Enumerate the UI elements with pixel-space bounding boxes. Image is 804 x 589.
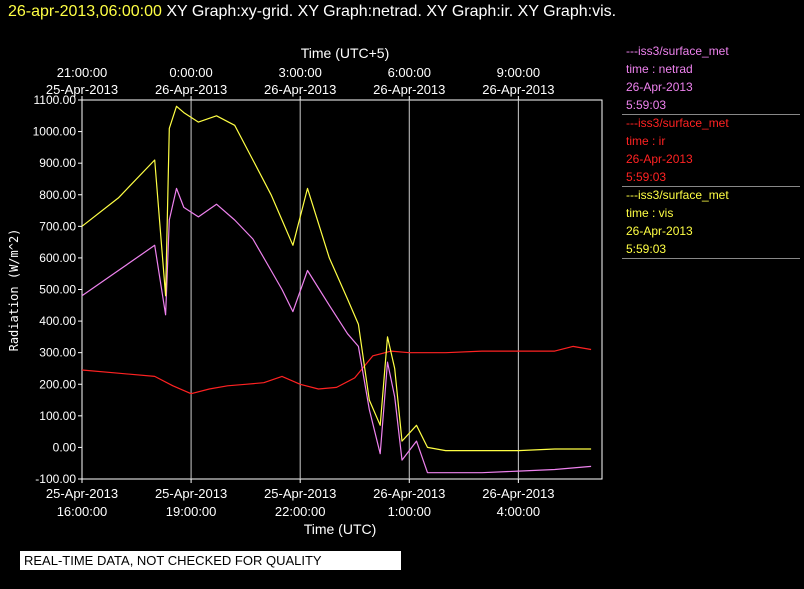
x-tick-label-time: 16:00:00 — [57, 504, 108, 519]
x-axis-label-bottom: Time (UTC) — [304, 521, 377, 537]
y-tick-label: 0.00 — [53, 440, 77, 454]
x-top-tick-label-date: 26-Apr-2013 — [264, 82, 336, 97]
plot-frame — [81, 99, 603, 480]
legend-line: ---iss3/surface_met — [626, 44, 729, 58]
grid-lines — [190, 100, 519, 479]
x-tick-label-time: 1:00:00 — [388, 504, 431, 519]
y-tick-label: 1000.00 — [33, 125, 77, 139]
header-graph-list: XY Graph:xy-grid. XY Graph:netrad. XY Gr… — [166, 3, 617, 20]
x-tick-label-time: 19:00:00 — [166, 504, 217, 519]
x-axis-top: 21:00:00 25-Apr-2013 0:00:00 26-Apr-2013 3:0… — [46, 65, 555, 100]
legend-time: 5:59:03 — [626, 98, 667, 112]
x-tick-label-date: 25-Apr-2013 — [264, 486, 336, 501]
legend-var: time : ir — [626, 134, 666, 148]
legend-date: 26-Apr-2013 — [626, 80, 693, 94]
legend-separator — [622, 114, 800, 115]
x-top-tick-label-date: 25-Apr-2013 — [46, 82, 118, 97]
legend-var: time : vis — [626, 206, 674, 220]
y-axis-label: Radiation (W/m^2) — [7, 229, 21, 352]
x-axis-bottom: 25-Apr-2013 16:00:00 25-Apr-2013 19:00:00 25… — [46, 479, 555, 519]
legend-separator — [622, 258, 800, 259]
series-layer — [81, 105, 592, 474]
y-tick-label: -100.00 — [35, 472, 76, 486]
legend-separator — [622, 186, 800, 187]
x-top-tick-label-time: 3:00:00 — [278, 65, 321, 80]
y-tick-label: 200.00 — [39, 377, 76, 391]
x-top-tick-label-date: 26-Apr-2013 — [482, 82, 554, 97]
legend-time: 5:59:03 — [626, 242, 667, 256]
y-tick-label: 500.00 — [39, 283, 76, 297]
y-tick-label: 100.00 — [39, 409, 76, 423]
x-tick-label-time: 22:00:00 — [275, 504, 326, 519]
x-tick-label-date: 25-Apr-2013 — [46, 486, 118, 501]
legend-date: 26-Apr-2013 — [626, 224, 693, 238]
y-tick-label: 900.00 — [39, 156, 76, 170]
legend-date: 26-Apr-2013 — [626, 152, 693, 166]
y-tick-label: 1100.00 — [34, 93, 77, 107]
header: 26-apr-2013,06:00:00 XY Graph:xy-grid. X… — [8, 3, 616, 21]
x-tick-label-date: 25-Apr-2013 — [155, 486, 227, 501]
legend-line: ---iss3/surface_met — [626, 188, 729, 202]
legend-time: 5:59:03 — [626, 170, 667, 184]
x-tick-label-date: 26-Apr-2013 — [373, 486, 445, 501]
x-top-tick-label-date: 26-Apr-2013 — [155, 82, 227, 97]
header-timestamp: 26-apr-2013,06:00:00 — [8, 3, 162, 20]
x-top-tick-label-time: 9:00:00 — [497, 65, 540, 80]
y-tick-label: 800.00 — [39, 188, 76, 202]
series-line-time-vis — [81, 105, 592, 452]
x-top-tick-label-time: 0:00:00 — [169, 65, 212, 80]
legend-var: time : netrad — [626, 62, 693, 76]
y-tick-label: 400.00 — [39, 314, 76, 328]
series-line-time-netrad — [81, 187, 592, 474]
y-tick-label: 600.00 — [39, 251, 76, 265]
x-top-tick-label-time: 21:00:00 — [57, 65, 108, 80]
x-tick-label-date: 26-Apr-2013 — [482, 486, 554, 501]
x-top-tick-label-time: 6:00:00 — [388, 65, 431, 80]
x-top-tick-label-date: 26-Apr-2013 — [373, 82, 445, 97]
series-line-time-ir — [81, 345, 592, 395]
y-tick-label: 300.00 — [39, 346, 76, 360]
x-axis-label-top: Time (UTC+5) — [301, 45, 390, 61]
y-tick-label: 700.00 — [39, 219, 76, 233]
legend-line: ---iss3/surface_met — [626, 116, 729, 130]
x-tick-label-time: 4:00:00 — [497, 504, 540, 519]
y-axis: -100.00 0.00 100.00 200.00 300.00 400.00 500.0… — [33, 93, 82, 486]
quality-warning: REAL-TIME DATA, NOT CHECKED FOR QUALITY — [20, 551, 401, 570]
